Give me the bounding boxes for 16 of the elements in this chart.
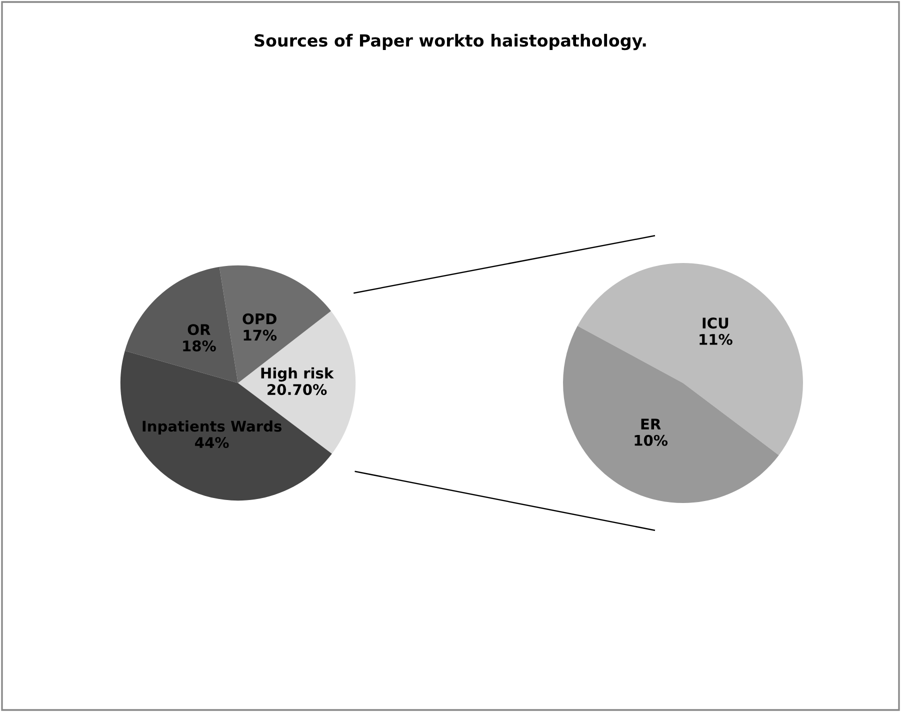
slice-label: OR bbox=[188, 324, 210, 336]
data-label: 44% bbox=[195, 437, 229, 448]
slice-label: Inpatients Wards bbox=[142, 420, 282, 435]
text: Sources of Paper workto haistopathology. bbox=[254, 34, 646, 50]
slice-label: ER bbox=[641, 418, 661, 430]
slice-label: ICU bbox=[702, 318, 728, 329]
slice-label: OPD bbox=[242, 313, 276, 324]
data-label: 11% bbox=[700, 334, 732, 345]
data-label: 17% bbox=[244, 330, 277, 341]
slice-label: High risk bbox=[261, 367, 334, 382]
data-label: 20.70% bbox=[268, 384, 327, 396]
data-label: 10% bbox=[634, 434, 668, 446]
pie-slice bbox=[577, 263, 803, 456]
data-label: 18% bbox=[183, 340, 216, 352]
pie-slice bbox=[124, 266, 238, 383]
pie-slice bbox=[120, 350, 332, 501]
